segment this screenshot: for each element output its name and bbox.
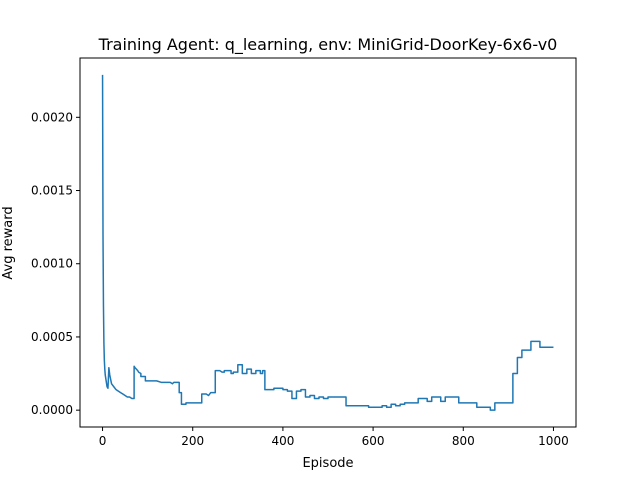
x-tick-label: 0 <box>99 434 107 448</box>
x-tick-label: 200 <box>181 434 204 448</box>
y-tick-label: 0.0010 <box>31 257 73 271</box>
y-tick-label: 0.0000 <box>31 403 73 417</box>
y-tick-label: 0.0005 <box>31 330 73 344</box>
y-tick-label: 0.0020 <box>31 110 73 124</box>
y-ticks: 0.0000 0.0005 0.0010 0.0015 0.0020 <box>31 110 80 417</box>
chart-title: Training Agent: q_learning, env: MiniGri… <box>98 35 558 55</box>
y-axis-label: Avg reward <box>1 206 16 279</box>
x-tick-label: 800 <box>452 434 475 448</box>
series-layer <box>101 74 554 411</box>
axes-frame <box>79 57 577 428</box>
axes-layer <box>79 57 577 428</box>
y-tick-label: 0.0015 <box>31 184 73 198</box>
series-line-0 <box>101 74 554 411</box>
plot-area <box>80 58 576 427</box>
x-tick-label: 600 <box>362 434 385 448</box>
x-axis-label: Episode <box>302 456 353 471</box>
x-tick-label: 400 <box>271 434 294 448</box>
x-tick-label: 1000 <box>538 434 569 448</box>
x-ticks: 0 200 400 600 800 1000 <box>99 427 569 448</box>
